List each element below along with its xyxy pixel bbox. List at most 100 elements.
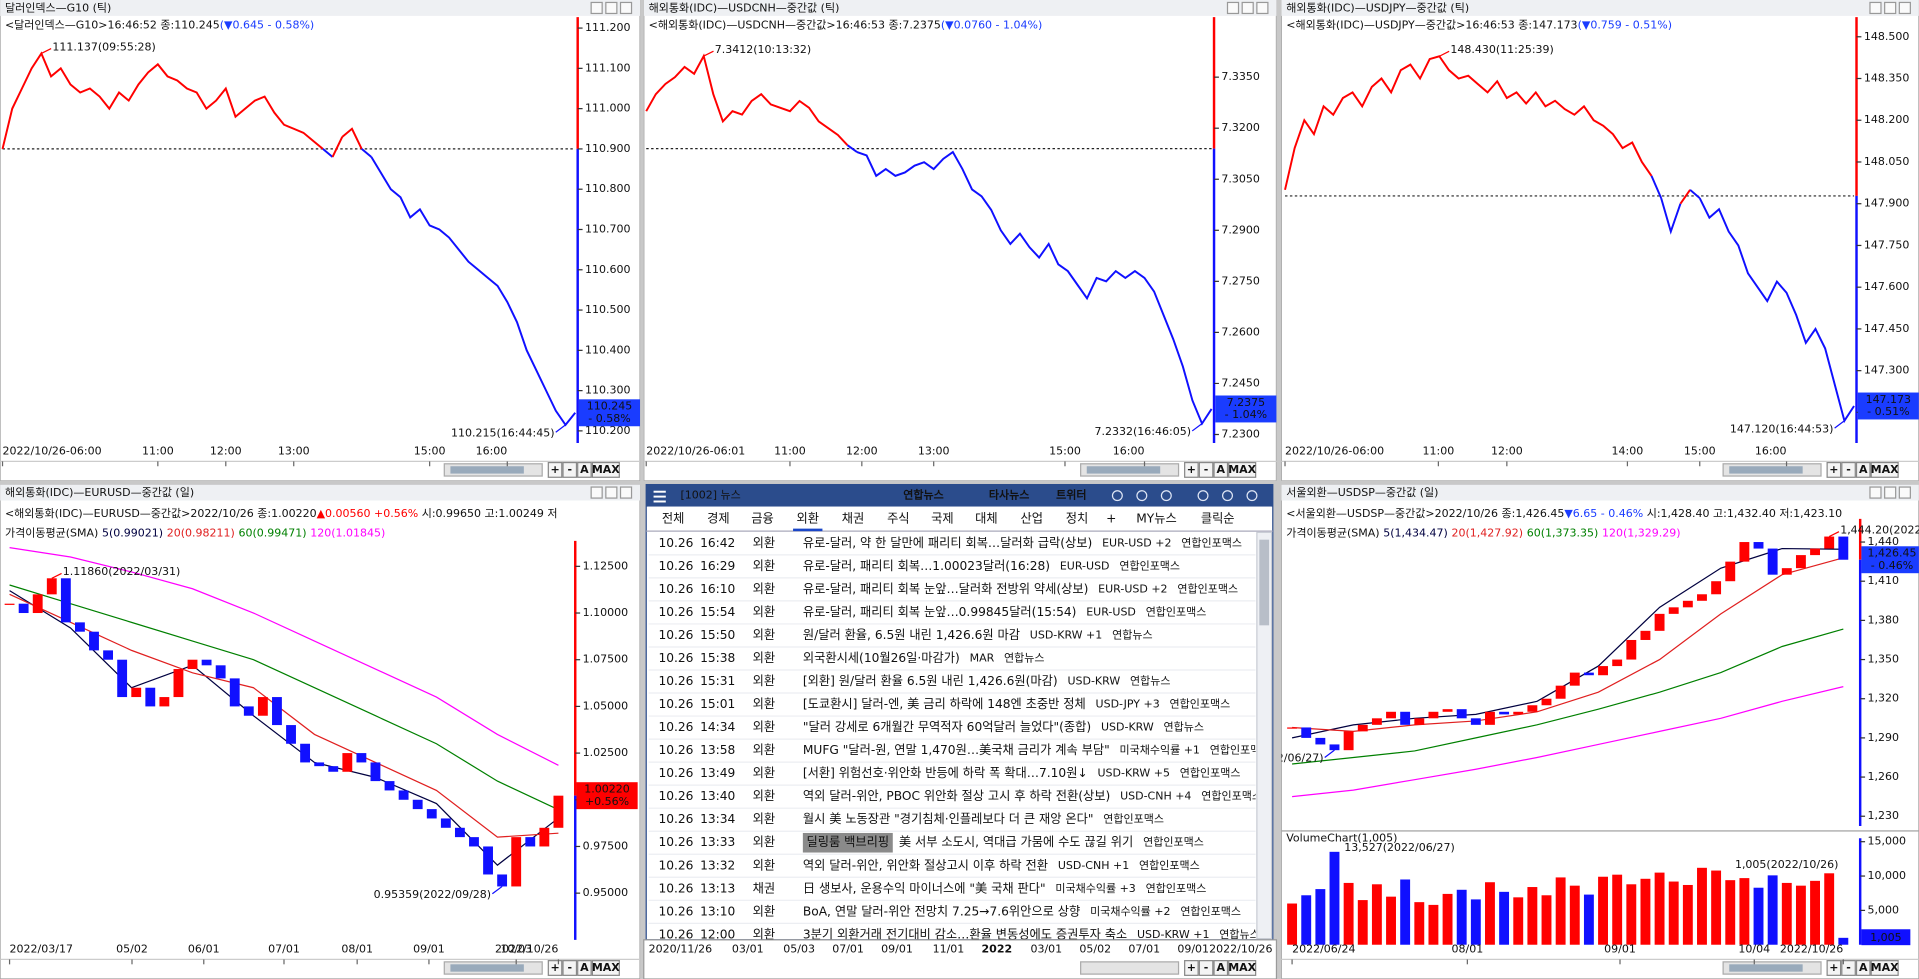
news-tag[interactable]: USD-KRW +1 bbox=[1137, 928, 1209, 941]
news-time[interactable]: 13:40 bbox=[700, 789, 735, 803]
news-category[interactable]: 외환 bbox=[753, 812, 775, 826]
news-tab[interactable]: 채권 bbox=[842, 511, 864, 525]
toolbar-icon[interactable] bbox=[1221, 490, 1234, 502]
toolbar-label[interactable]: A bbox=[1859, 463, 1868, 476]
news-time[interactable]: 16:10 bbox=[700, 582, 735, 596]
news-date[interactable]: 10.26 bbox=[658, 927, 693, 941]
news-tag[interactable]: EUR-USD +2 bbox=[1102, 536, 1171, 549]
news-tag[interactable]: USD-CNH +1 bbox=[1058, 859, 1129, 872]
toolbar-button[interactable] bbox=[1184, 960, 1199, 976]
news-headline[interactable]: [서환] 위험선호·위안화 반등에 하락 폭 확대…7.10원↓ bbox=[803, 766, 1088, 780]
window-button[interactable] bbox=[1884, 1, 1897, 15]
menu-icon-bar[interactable] bbox=[653, 495, 666, 498]
news-tab[interactable]: MY뉴스 bbox=[1136, 511, 1176, 525]
toolbar-label[interactable]: - bbox=[567, 961, 572, 974]
window-button[interactable] bbox=[590, 1, 603, 15]
news-headline[interactable]: 3분기 외환거래 전기대비 감소…환율 변동성에도 증권투자 축소 bbox=[803, 927, 1127, 941]
news-scrollbar[interactable] bbox=[1256, 531, 1273, 940]
news-headline[interactable]: 유로-달러, 패리티 회복 눈앞…0.99845달러(15:54) bbox=[803, 605, 1077, 619]
news-category[interactable]: 외환 bbox=[753, 789, 775, 803]
toolbar-label[interactable]: MAX bbox=[1228, 463, 1256, 476]
news-time[interactable]: 13:33 bbox=[700, 835, 735, 849]
news-date[interactable]: 10.26 bbox=[658, 536, 693, 550]
news-tab[interactable]: 외환 bbox=[797, 511, 819, 525]
news-time[interactable]: 15:38 bbox=[700, 651, 735, 665]
toolbar-label[interactable]: A bbox=[580, 961, 589, 974]
toolbar-label[interactable]: MAX bbox=[1871, 463, 1899, 476]
toolbar-button[interactable] bbox=[577, 461, 592, 478]
news-headline[interactable]: MUFG "달러-원, 연말 1,470원…美국채 금리가 계속 부담" bbox=[803, 743, 1110, 757]
news-headline[interactable]: [외환] 원/달러 환율 6.5원 내린 1,426.6원(마감) bbox=[803, 674, 1058, 688]
source-button[interactable]: 타사뉴스 bbox=[989, 488, 1029, 502]
toolbar-button[interactable] bbox=[1855, 960, 1871, 976]
window-button[interactable] bbox=[1869, 486, 1882, 499]
news-date[interactable]: 10.26 bbox=[658, 582, 693, 596]
toolbar-button[interactable] bbox=[591, 461, 620, 478]
toolbar-label[interactable]: - bbox=[567, 463, 572, 476]
toolbar-label[interactable]: MAX bbox=[1228, 961, 1256, 974]
news-date[interactable]: 10.26 bbox=[658, 720, 693, 734]
news-time[interactable]: 16:29 bbox=[700, 559, 735, 573]
news-tag[interactable]: EUR-USD bbox=[1060, 559, 1110, 572]
toolbar-icon[interactable] bbox=[1160, 490, 1172, 502]
news-tag[interactable]: MAR bbox=[970, 651, 995, 664]
window-button[interactable] bbox=[1869, 1, 1882, 15]
news-date[interactable]: 10.26 bbox=[658, 812, 693, 826]
menu-icon-bar[interactable] bbox=[653, 490, 666, 493]
news-badge[interactable]: 딜링룸 백브리핑 bbox=[807, 835, 890, 849]
news-tab[interactable]: 주식 bbox=[887, 511, 909, 525]
scroll-thumb[interactable] bbox=[450, 466, 524, 474]
toolbar-button[interactable] bbox=[591, 960, 620, 976]
news-date[interactable]: 10.26 bbox=[658, 651, 693, 665]
news-date[interactable]: 10.26 bbox=[658, 858, 693, 872]
news-time[interactable]: 13:10 bbox=[700, 904, 735, 918]
toolbar-button[interactable] bbox=[1855, 461, 1871, 478]
scroll-thumb[interactable] bbox=[1729, 964, 1803, 972]
toolbar-label[interactable]: A bbox=[1217, 463, 1226, 476]
toolbar-button[interactable] bbox=[562, 461, 578, 478]
toolbar-label[interactable]: MAX bbox=[592, 463, 620, 476]
news-tab[interactable]: 산업 bbox=[1020, 511, 1042, 525]
news-category[interactable]: 외환 bbox=[753, 904, 775, 918]
scroll-thumb[interactable] bbox=[1086, 466, 1161, 474]
news-date[interactable]: 10.26 bbox=[658, 674, 693, 688]
toolbar-button[interactable] bbox=[1198, 461, 1214, 478]
news-category[interactable]: 외환 bbox=[753, 858, 775, 872]
news-headline[interactable]: 월시 美 노동장관 "경기침체·인플레보다 더 큰 재앙 온다" bbox=[803, 812, 1094, 826]
news-time[interactable]: 15:50 bbox=[700, 628, 735, 642]
news-time[interactable]: 15:31 bbox=[700, 674, 735, 688]
news-time[interactable]: 13:13 bbox=[700, 881, 735, 895]
toolbar-label[interactable]: MAX bbox=[592, 961, 620, 974]
toolbar-button[interactable] bbox=[1870, 960, 1899, 976]
news-category[interactable]: 외환 bbox=[753, 559, 775, 573]
news-tag[interactable]: 미국채수익률 +2 bbox=[1090, 905, 1170, 918]
window-button[interactable] bbox=[619, 486, 633, 499]
toolbar-label[interactable]: MAX bbox=[1871, 961, 1899, 974]
news-category[interactable]: 외환 bbox=[753, 674, 775, 688]
news-tab[interactable]: 금융 bbox=[751, 511, 773, 525]
toolbar-button[interactable] bbox=[1870, 461, 1899, 478]
toolbar-label[interactable]: + bbox=[550, 463, 559, 476]
news-time[interactable]: 15:54 bbox=[700, 605, 735, 619]
news-date[interactable]: 10.26 bbox=[658, 605, 693, 619]
news-headline[interactable]: 日 생보사, 운용수익 마이너스에 "美 국채 판다" bbox=[803, 881, 1046, 895]
news-scroll-thumb[interactable] bbox=[1259, 539, 1270, 626]
menu-icon-bar[interactable] bbox=[653, 500, 666, 503]
toolbar-button[interactable] bbox=[1213, 461, 1229, 478]
news-tag[interactable]: EUR-USD bbox=[1086, 605, 1136, 618]
news-category[interactable]: 외환 bbox=[753, 835, 775, 849]
toolbar-button[interactable] bbox=[1841, 461, 1856, 478]
news-date[interactable]: 10.26 bbox=[658, 904, 693, 918]
toolbar-label[interactable]: A bbox=[1859, 961, 1868, 974]
toolbar-label[interactable]: + bbox=[1187, 961, 1196, 974]
window-button[interactable] bbox=[590, 486, 603, 499]
toolbar-button[interactable] bbox=[1184, 461, 1199, 478]
toolbar-label[interactable]: + bbox=[550, 961, 559, 974]
news-date[interactable]: 10.26 bbox=[658, 789, 693, 803]
window-button[interactable] bbox=[605, 486, 618, 499]
scroll-thumb[interactable] bbox=[1729, 466, 1803, 474]
toolbar-button[interactable] bbox=[562, 960, 578, 976]
window-button[interactable] bbox=[605, 1, 618, 15]
news-headline[interactable]: [도쿄환시] 달러-엔, 美 금리 하락에 148엔 초중반 정체 bbox=[803, 697, 1086, 711]
news-tag[interactable]: 미국채수익률 +1 bbox=[1120, 744, 1200, 757]
